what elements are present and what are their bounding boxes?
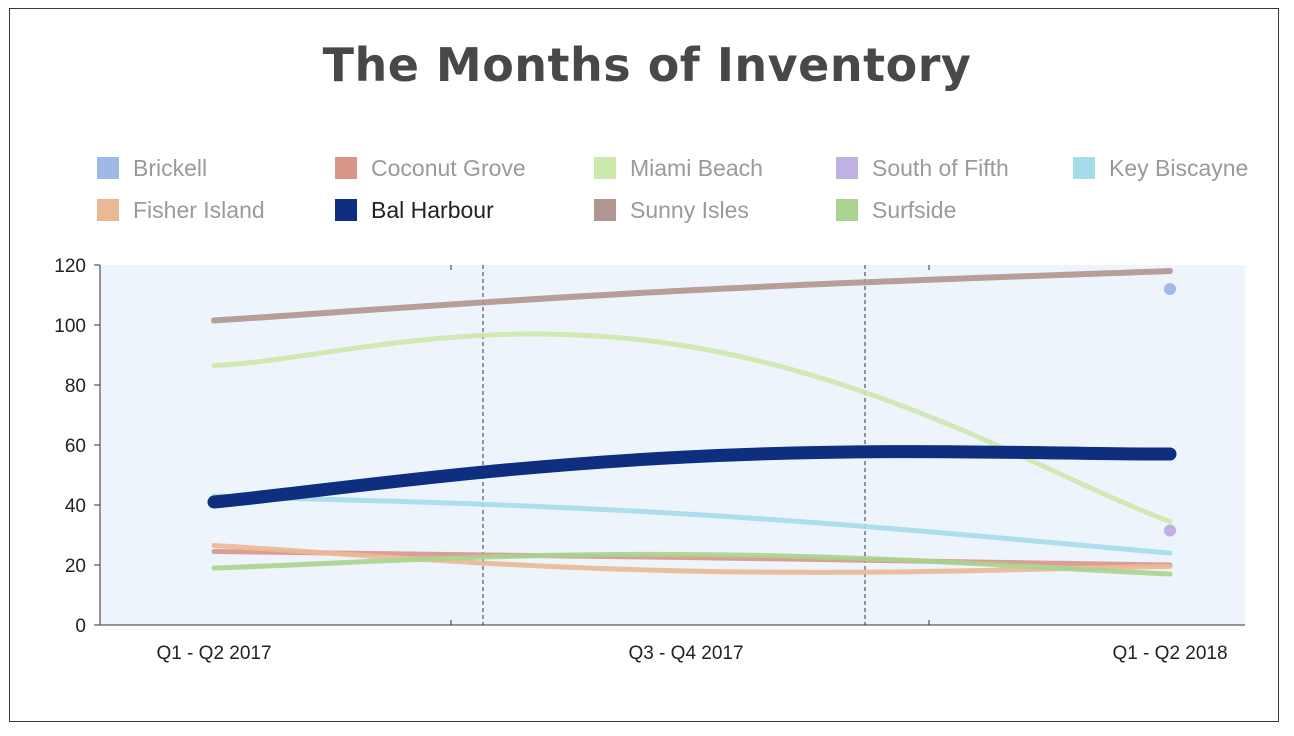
series-line-key-biscayne [211, 493, 1173, 556]
legend-item-key-biscayne[interactable]: Key Biscayne [1073, 153, 1248, 183]
legend-label: Brickell [133, 154, 208, 181]
legend-label: Miami Beach [630, 154, 763, 181]
legend-swatch [594, 157, 616, 179]
legend-swatch [97, 157, 119, 179]
legend-item-south-of-fifth[interactable]: South of Fifth [836, 153, 1009, 183]
legend-swatch [335, 199, 357, 221]
x-tick-label: Q1 - Q2 2017 [156, 643, 271, 664]
y-tick-label: 100 [54, 316, 86, 337]
legend-item-fisher-island[interactable]: Fisher Island [97, 195, 265, 225]
y-tick-label: 120 [54, 256, 86, 277]
y-tick-label: 60 [65, 436, 86, 457]
series-line-surfside [211, 551, 1173, 577]
y-tick-label: 20 [65, 556, 86, 577]
legend-item-brickell[interactable]: Brickell [97, 153, 207, 183]
series-point-south-of-fifth [1164, 524, 1176, 537]
legend-item-surfside[interactable]: Surfside [836, 195, 956, 225]
series-line-miami-beach [211, 331, 1173, 524]
legend-item-coconut-grove[interactable]: Coconut Grove [335, 153, 526, 183]
legend-swatch [594, 199, 616, 221]
y-tick-label: 80 [65, 376, 86, 397]
y-tick-label: 0 [75, 616, 86, 637]
legend-label: Key Biscayne [1109, 154, 1249, 181]
legend-swatch [1073, 157, 1095, 179]
legend-swatch [335, 157, 357, 179]
chart-title: The Months of Inventory [322, 38, 972, 92]
legend-label: Fisher Island [133, 196, 265, 223]
x-tick-label: Q3 - Q4 2017 [628, 643, 743, 664]
legend-swatch [836, 157, 858, 179]
legend-label: South of Fifth [872, 154, 1009, 181]
series-point-brickell [1164, 283, 1176, 295]
legend-label: Bal Harbour [371, 196, 494, 223]
series-line-bal-harbour [207, 445, 1177, 509]
x-tick-label: Q1 - Q2 2018 [1112, 643, 1227, 664]
series-line-sunny-isles [211, 268, 1173, 324]
y-tick-label: 40 [65, 496, 86, 517]
legend-swatch [836, 199, 858, 221]
legend-item-sunny-isles[interactable]: Sunny Isles [594, 195, 749, 225]
legend-label: Sunny Isles [630, 196, 749, 223]
legend-label: Coconut Grove [371, 154, 526, 181]
legend-item-bal-harbour[interactable]: Bal Harbour [335, 195, 494, 225]
legend-item-miami-beach[interactable]: Miami Beach [594, 153, 763, 183]
legend-label: Surfside [872, 196, 957, 223]
legend-swatch [97, 199, 119, 221]
